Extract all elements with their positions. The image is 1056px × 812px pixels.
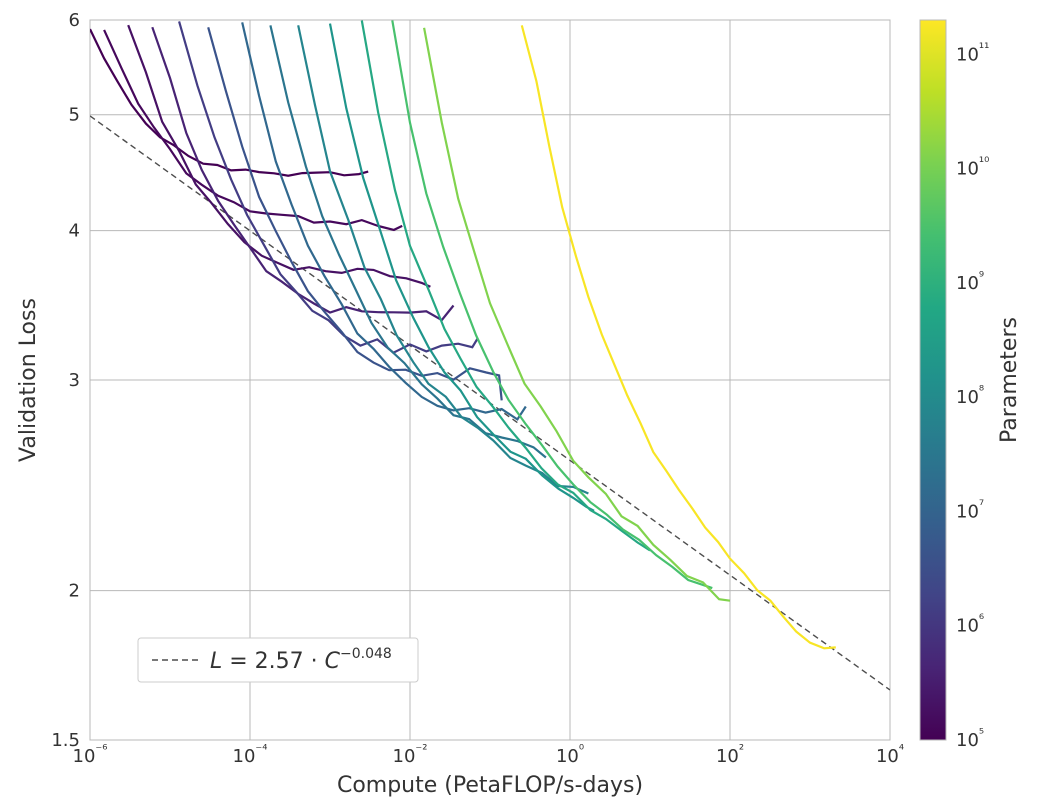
- x-axis-label: Compute (PetaFLOP/s-days): [337, 773, 643, 798]
- y-axis-label: Validation Loss: [16, 298, 41, 462]
- colorbar-tick-label: 10¹¹: [956, 41, 989, 65]
- grid: [90, 20, 890, 740]
- y-tick-label: 4: [69, 221, 80, 242]
- colorbar-tick-label: 10¹⁰: [956, 156, 989, 180]
- chart-figure: 10⁻⁶10⁻⁴10⁻²10⁰10²10⁴Compute (PetaFLOP/s…: [0, 0, 1056, 812]
- colorbar-tick-label: 10⁶: [956, 613, 984, 637]
- x-tick-label: 10⁻⁴: [233, 743, 268, 767]
- series-line: [242, 22, 526, 419]
- colorbar-tick-label: 10⁷: [956, 498, 984, 522]
- y-tick-label: 5: [69, 105, 80, 126]
- colorbar-tick-label: 10⁸: [956, 384, 984, 408]
- y-tick-label: 2: [69, 581, 80, 602]
- y-tick-label: 1.5: [51, 730, 80, 751]
- x-tick-label: 10⁰: [556, 743, 584, 767]
- colorbar: [920, 20, 946, 740]
- series-line: [330, 24, 594, 511]
- x-tick-label: 10⁴: [876, 743, 904, 767]
- colorbar-tick-label: 10⁹: [956, 270, 984, 294]
- series-line: [104, 30, 402, 230]
- series-line: [522, 25, 836, 648]
- colorbar-tick-label: 10⁵: [956, 727, 984, 751]
- series-line: [392, 20, 712, 588]
- chart-svg: 10⁻⁶10⁻⁴10⁻²10⁰10²10⁴Compute (PetaFLOP/s…: [0, 0, 1056, 812]
- x-tick-label: 10²: [716, 743, 744, 767]
- y-tick-label: 3: [69, 370, 80, 391]
- series-line: [424, 28, 730, 601]
- colorbar-label: Parameters: [997, 317, 1022, 443]
- y-tick-label: 6: [69, 10, 80, 31]
- x-tick-label: 10⁻²: [393, 743, 428, 767]
